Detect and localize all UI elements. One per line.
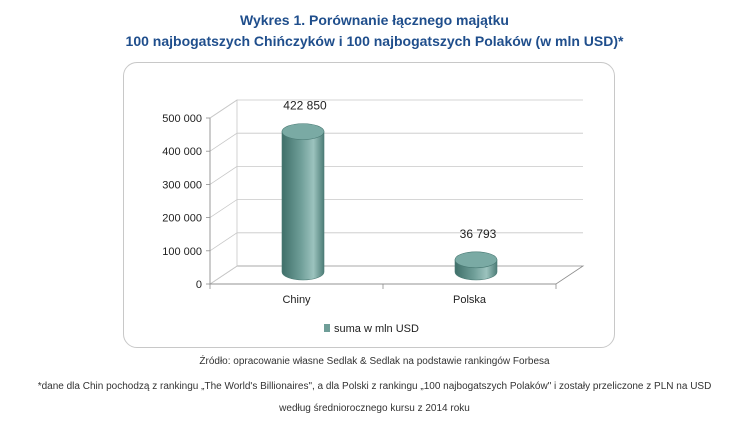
source-note: Źródło: opracowanie własne Sedlak & Sedl… [199, 356, 550, 367]
gridline [209, 232, 583, 252]
bar-chiny [281, 123, 325, 281]
gridline [209, 199, 583, 218]
data-label: 422 850 [283, 99, 327, 113]
y-tick-label: 0 [196, 279, 202, 291]
legend-swatch [324, 324, 330, 332]
chart-frame [123, 62, 615, 348]
data-label: 36 793 [460, 227, 497, 241]
x-tick-label: Polska [453, 294, 487, 306]
y-tick-label: 400 000 [162, 146, 202, 158]
bar-top [281, 123, 325, 140]
gridline [209, 165, 583, 185]
legend-label: suma w mln USD [334, 323, 419, 335]
bar-body [281, 131, 325, 281]
x-tick-label: Chiny [282, 294, 311, 306]
gridline [209, 132, 583, 152]
plot-left-wall [209, 99, 238, 285]
bar-polska [454, 251, 498, 281]
chart-subtitle: 100 najbogatszych Chińczyków i 100 najbo… [125, 33, 624, 49]
y-tick-label: 500 000 [162, 113, 202, 125]
plot-area: 0 100 000 200 000 300 000 400 000 500 000 [162, 99, 585, 291]
chart-title: Wykres 1. Porównanie łącznego majątku [240, 12, 509, 28]
footnote-line-2: według średniorocznego kursu z 2014 roku [279, 403, 470, 414]
plot-floor [208, 265, 585, 285]
bar-top [454, 251, 498, 269]
y-tick-label: 100 000 [162, 246, 202, 258]
y-tick-label: 300 000 [162, 179, 202, 191]
y-tick-label: 200 000 [162, 213, 202, 225]
gridline [209, 99, 583, 119]
footnote-line-1: *dane dla Chin pochodzą z rankingu „The … [37, 381, 712, 392]
legend: suma w mln USD [324, 323, 419, 335]
